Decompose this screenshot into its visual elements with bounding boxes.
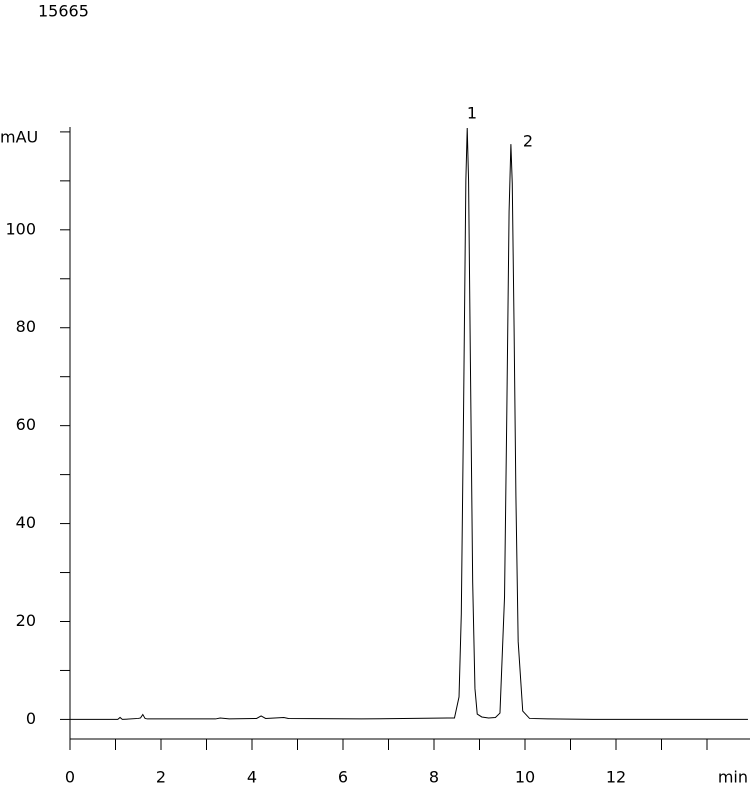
x-tick-label: 2 — [156, 768, 166, 787]
y-tick-label: 60 — [16, 415, 36, 434]
y-tick-label: 80 — [16, 317, 36, 336]
signal-line — [70, 127, 748, 720]
peak-label: 2 — [523, 132, 533, 151]
y-tick-label: 20 — [16, 611, 36, 630]
chart-title: 15665 — [38, 2, 89, 21]
y-tick-label: 100 — [5, 219, 36, 238]
x-tick-label: 0 — [65, 768, 75, 787]
peak-label: 1 — [467, 104, 477, 123]
x-tick-label: 10 — [515, 768, 535, 787]
y-axis-label: mAU — [0, 128, 38, 147]
x-tick-label: 8 — [429, 768, 439, 787]
x-axis-label: min — [718, 768, 748, 787]
x-tick-label: 12 — [606, 768, 626, 787]
y-tick-label: 0 — [26, 709, 36, 728]
y-tick-label: 40 — [16, 513, 36, 532]
x-tick-label: 6 — [338, 768, 348, 787]
x-tick-label: 4 — [247, 768, 257, 787]
